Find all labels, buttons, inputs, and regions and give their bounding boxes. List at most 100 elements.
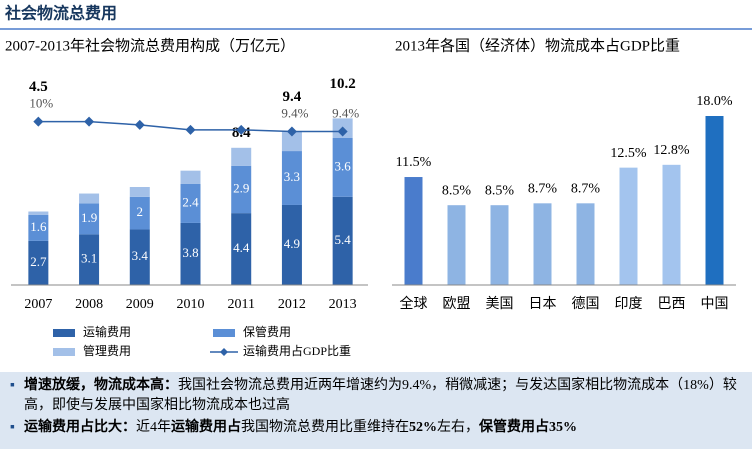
bar-segment [231, 165, 252, 214]
segment-label: 1.9 [81, 210, 97, 225]
bar-segment [332, 138, 353, 197]
segment-label: 4.4 [233, 240, 250, 255]
bullet: 增速放缓，物流成本高：我国社会物流总费用近两年增速约为9.4%，稍微减速；与发达… [10, 376, 744, 416]
bar-segment [28, 214, 49, 241]
bar-segment [129, 229, 150, 285]
bullet-text: 我国社会物流总费用近两年增速约为9.4%，稍微减速；与发达国家相比物流成本（18… [24, 378, 737, 413]
bar [490, 205, 509, 285]
x-tick-label: 2011 [227, 297, 254, 312]
bar [533, 203, 552, 285]
legend-label: 管理费用 [83, 343, 131, 358]
bar-segment [79, 193, 100, 204]
bullet-text: 运输费用占 [171, 420, 241, 435]
chart-title: 2007-2013年社会物流总费用构成（万亿元） [5, 37, 295, 54]
bar-segment [281, 131, 302, 152]
bullet-text: 增速放缓，物流成本高： [24, 378, 178, 393]
segment-label: 3.6 [335, 158, 352, 173]
value-label: 8.5% [442, 183, 472, 198]
total-label: 9.4 [283, 89, 302, 105]
x-tick-label: 2009 [126, 297, 154, 312]
bar-segment [231, 213, 252, 285]
line-marker [286, 126, 297, 137]
bar-segment [129, 187, 150, 197]
value-label: 10% [29, 96, 53, 111]
bar-segment [231, 147, 252, 166]
segment-label: 3.8 [182, 245, 198, 260]
segment-label: 3.4 [132, 248, 149, 263]
bullet-text: 我国物流总费用比重维持在 [241, 420, 409, 435]
value-label: 8.5% [485, 183, 515, 198]
x-tick-label: 印度 [615, 296, 643, 312]
x-tick-label: 2010 [177, 297, 205, 312]
x-tick-label: 德国 [572, 296, 600, 312]
legend-swatch [213, 329, 235, 337]
x-tick-label: 欧盟 [443, 296, 471, 312]
line-marker [84, 116, 95, 127]
page-title: 社会物流总费用 [4, 4, 117, 23]
chart: 社会物流总费用 2007-2013年社会物流总费用构成（万亿元） 2013年各国… [0, 4, 752, 358]
chart-title: 2013年各国（经济体）物流成本占GDP比重 [395, 37, 680, 54]
segment-label: 4.9 [284, 236, 300, 251]
segment-label: 3.3 [284, 169, 300, 184]
bar-segment [79, 234, 100, 285]
segment-label: 2 [137, 204, 144, 219]
x-tick-label: 日本 [529, 296, 557, 312]
x-tick-label: 巴西 [658, 297, 686, 312]
line-marker [236, 124, 247, 135]
value-label: 12.8% [653, 143, 690, 158]
legend-label: 运输费用占GDP比重 [243, 343, 351, 358]
total-label: 4.5 [29, 79, 48, 95]
legend-marker [220, 348, 228, 356]
x-tick-label: 2007 [24, 297, 52, 312]
x-tick-label: 全球 [400, 295, 428, 312]
line-marker [185, 124, 196, 135]
line-marker [33, 116, 44, 127]
legend-swatch [53, 348, 75, 356]
bar [447, 205, 466, 285]
bullet-box: 增速放缓，物流成本高：我国社会物流总费用近两年增速约为9.4%，稍微减速；与发达… [0, 372, 752, 449]
x-tick-label: 美国 [486, 296, 514, 312]
bullet-text: 近4年 [136, 420, 171, 435]
bar-segment [180, 183, 201, 223]
segment-label: 2.4 [182, 194, 199, 209]
x-tick-label: 2008 [75, 297, 103, 312]
bar-segment [281, 151, 302, 205]
bar-segment [332, 196, 353, 285]
value-label: 8.7% [528, 182, 558, 197]
value-label: 8.7% [571, 182, 601, 197]
line-marker [134, 119, 145, 130]
bar [705, 116, 724, 285]
bar [662, 164, 681, 285]
segment-label: 3.1 [81, 251, 97, 266]
value-label: 18.0% [696, 94, 733, 109]
segment-label: 5.4 [335, 232, 352, 247]
value-label: 9.4% [281, 105, 308, 120]
bar-segment [281, 204, 302, 285]
bar-segment [28, 211, 49, 215]
bar [619, 167, 638, 285]
bar-segment [180, 222, 201, 285]
value-label: 11.5% [396, 155, 432, 170]
segment-label: 2.9 [233, 180, 249, 195]
bullet-text: 运输费用占比大： [24, 420, 136, 435]
line-marker [337, 126, 348, 137]
bar-segment [180, 170, 201, 184]
x-tick-label: 2012 [278, 297, 306, 312]
legend-label: 运输费用 [83, 324, 131, 339]
bullet-text: 保管费用占35% [479, 420, 577, 435]
x-tick-label: 中国 [701, 296, 729, 312]
bullet-text: 52% [409, 420, 437, 435]
segment-label: 2.7 [30, 254, 47, 269]
value-label: 12.5% [610, 146, 647, 161]
segment-label: 1.6 [30, 219, 47, 234]
bar [404, 177, 423, 285]
total-label: 10.2 [330, 76, 356, 92]
legend-swatch [53, 329, 75, 337]
bullet: 运输费用占比大：近4年运输费用占我国物流总费用比重维持在52%左右，保管费用占3… [10, 418, 744, 438]
bar [576, 203, 595, 285]
bar-segment [28, 240, 49, 285]
bar-segment [129, 196, 150, 230]
bullet-text: 左右， [437, 420, 479, 435]
bar-segment [79, 203, 100, 235]
